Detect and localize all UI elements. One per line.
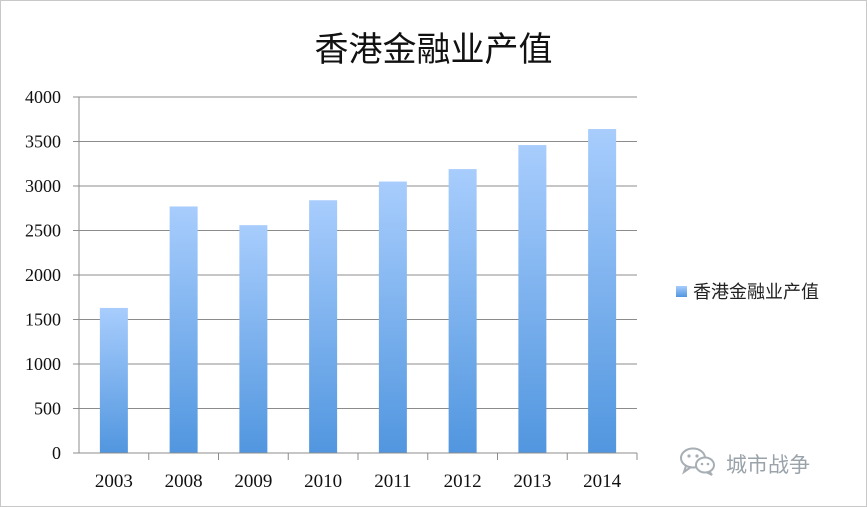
bar-2010	[309, 200, 338, 453]
x-tick-label: 2003	[95, 471, 133, 492]
axes: 0 500 1000 1500 2000 2500 3000 3500 4000 2003 2008…	[25, 87, 638, 492]
y-tick-label: 2000	[25, 265, 61, 285]
watermark: 城市战争	[678, 445, 810, 482]
y-tick-label: 1500	[25, 310, 61, 330]
chart-title: 香港金融业产值	[314, 30, 553, 70]
x-tick-label: 2012	[444, 471, 482, 492]
y-tick-label: 3000	[25, 176, 61, 196]
bar-2012	[448, 169, 477, 453]
x-tick-label: 2008	[165, 471, 203, 492]
x-tick-label: 2013	[513, 471, 551, 492]
y-tick-label: 1000	[25, 354, 61, 374]
wechat-icon	[678, 445, 718, 482]
legend-label: 香港金融业产值	[693, 282, 819, 303]
x-tick-label: 2010	[304, 471, 342, 492]
y-tick-label: 4000	[25, 87, 61, 107]
legend-swatch	[676, 285, 687, 297]
bars	[99, 129, 617, 454]
bar-2003	[99, 307, 128, 453]
bar-2009	[239, 225, 268, 453]
legend: 香港金融业产值	[676, 278, 819, 304]
y-tick-label: 500	[34, 399, 61, 419]
bar-2008	[169, 206, 198, 453]
x-tick-label: 2009	[234, 471, 272, 492]
x-tick-label: 2014	[583, 471, 622, 492]
bar-2011	[378, 181, 407, 454]
y-tick-label: 0	[52, 443, 61, 463]
y-tick-label: 2500	[25, 221, 61, 241]
x-tick-label: 2011	[374, 471, 411, 492]
bar-2014	[588, 129, 617, 454]
watermark-text: 城市战争	[726, 452, 810, 477]
gridlines	[79, 96, 637, 409]
y-tick-label: 3500	[25, 132, 61, 152]
bar-2013	[518, 145, 547, 453]
